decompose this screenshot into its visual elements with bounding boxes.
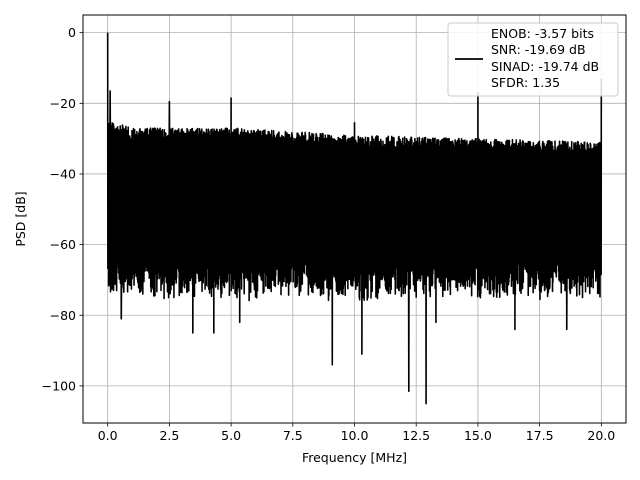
x-tick-label: 0.0 [98, 428, 118, 443]
y-tick-label: 0 [68, 25, 76, 40]
y-axis-label: PSD [dB] [13, 191, 28, 246]
x-tick-label: 20.0 [587, 428, 615, 443]
y-tick-label: −40 [50, 166, 76, 181]
x-tick-label: 7.5 [283, 428, 303, 443]
plot-area [106, 32, 603, 405]
x-axis-ticks: 0.0 2.5 5.0 7.5 10.0 12.5 15.0 17.5 20.0 [98, 423, 615, 443]
x-tick-label: 2.5 [159, 428, 179, 443]
legend-entry-snr: SNR: -19.69 dB [491, 42, 586, 57]
y-tick-label: −80 [50, 308, 76, 323]
y-tick-label: −60 [50, 237, 76, 252]
x-tick-label: 5.0 [221, 428, 241, 443]
legend-entry-sinad: SINAD: -19.74 dB [491, 59, 599, 74]
legend-entry-enob: ENOB: -3.57 bits [491, 26, 594, 41]
legend: ENOB: -3.57 bits SNR: -19.69 dB SINAD: -… [447, 22, 619, 97]
x-tick-label: 15.0 [464, 428, 492, 443]
x-tick-label: 10.0 [341, 428, 369, 443]
x-tick-label: 17.5 [526, 428, 554, 443]
x-tick-label: 12.5 [402, 428, 430, 443]
legend-entry-sfdr: SFDR: 1.35 [491, 75, 560, 90]
legend-box [447, 22, 619, 97]
y-axis-ticks: 0 −20 −40 −60 −80 −100 [42, 25, 83, 393]
x-axis-label: Frequency [MHz] [302, 450, 407, 465]
y-tick-label: −20 [50, 96, 76, 111]
psd-trace [106, 32, 603, 405]
y-tick-label: −100 [42, 378, 76, 393]
